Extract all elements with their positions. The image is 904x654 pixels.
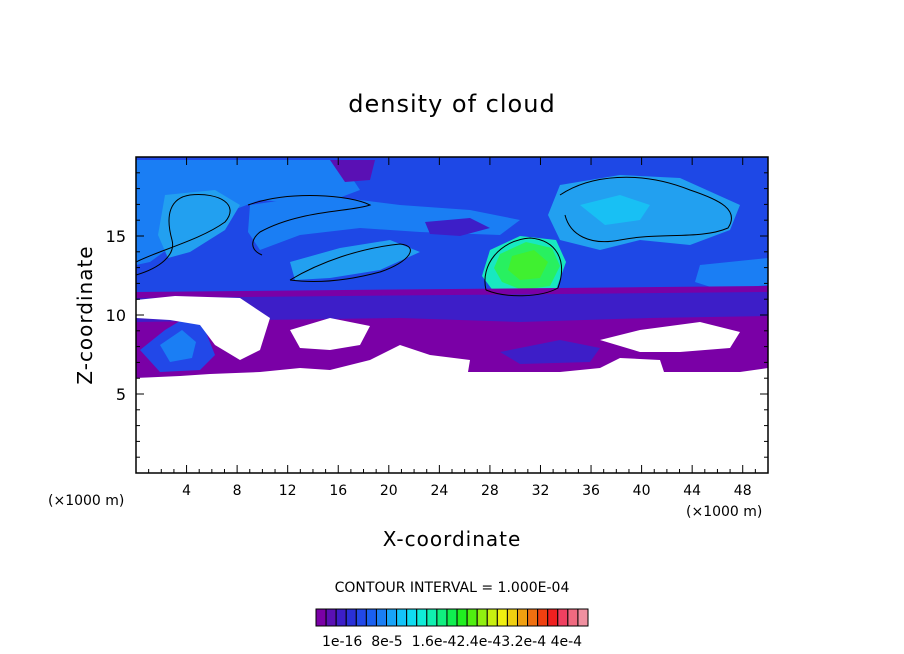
- x-tick-label: 44: [683, 483, 701, 499]
- region-right-band: [695, 258, 768, 290]
- colorbar-swatch: [416, 608, 428, 627]
- y-tick-label: 5: [116, 385, 126, 404]
- region-upper-light-band-5: [580, 195, 650, 225]
- colorbar-swatch: [476, 608, 488, 627]
- colorbar-swatch: [386, 608, 398, 627]
- x-tick-label: 4: [182, 483, 191, 499]
- y-tick-label: 10: [106, 306, 126, 325]
- x-tick-label: 24: [430, 483, 448, 499]
- x-tick-label: 40: [633, 483, 651, 499]
- x-tick-label: 16: [329, 483, 347, 499]
- colorbar-swatch: [506, 608, 518, 627]
- colorbar-swatch: [527, 608, 539, 627]
- x-unit-label-right: (×1000 m): [686, 504, 762, 520]
- colorbar-swatch: [345, 608, 357, 627]
- contour-line-left: [136, 194, 231, 276]
- x-tick-label: 8: [233, 483, 242, 499]
- region-upper-light-band-3: [248, 195, 520, 250]
- region-upper-light-band-1: [136, 160, 360, 265]
- region-dark-patch-mid: [425, 218, 490, 236]
- colorbar-swatch: [456, 608, 468, 627]
- region-left-blue-lobe-inner: [160, 330, 196, 362]
- colorbar-swatch: [446, 608, 458, 627]
- colorbar-swatch: [426, 608, 438, 627]
- y-tick-label: 15: [106, 227, 126, 246]
- colorbar-swatch: [557, 608, 569, 627]
- contour-line-right-plume: [559, 176, 732, 243]
- colorbar-swatch: [496, 608, 508, 627]
- colorbar-swatch: [406, 608, 418, 627]
- x-tick-label: 36: [582, 483, 600, 499]
- contour-lines: [136, 176, 732, 297]
- region-bottom-blue-patch: [500, 340, 600, 364]
- x-tick-label: 48: [734, 483, 752, 499]
- region-empty-pocket-2: [290, 318, 370, 350]
- colorbar-swatch: [547, 608, 559, 627]
- contour-line-mid: [289, 243, 411, 283]
- x-unit-label-left: (×1000 m): [48, 493, 124, 509]
- region-upper-light-band-2: [158, 190, 240, 258]
- colorbar-swatch: [577, 608, 589, 627]
- colorbar-swatch: [325, 608, 337, 627]
- region-dark-patch-top: [330, 160, 375, 182]
- region-lower-dark-blue: [136, 292, 768, 322]
- contour-line-core: [484, 237, 562, 297]
- colorbar-swatch: [436, 608, 448, 627]
- x-tick-label: 32: [532, 483, 550, 499]
- colorbar-labels: 1e-16 8e-5 1.6e-42.4e-43.2e-4 4e-4: [322, 634, 582, 650]
- colorbar-swatch: [355, 608, 367, 627]
- colorbar-swatch: [516, 608, 529, 627]
- colorbar-swatch: [396, 608, 408, 627]
- colorbar-swatch: [315, 608, 327, 627]
- region-core-green-inner: [508, 250, 548, 280]
- x-tick-label: 20: [380, 483, 398, 499]
- colorbar-swatch: [365, 608, 377, 627]
- contour-interval-label: CONTOUR INTERVAL = 1.000E-04: [335, 580, 570, 596]
- colorbar-swatch: [466, 608, 478, 627]
- x-tick-label: 28: [481, 483, 499, 499]
- colorbar: [315, 608, 589, 627]
- colorbar-swatch: [375, 608, 388, 627]
- region-empty-pocket-3: [600, 322, 740, 352]
- colorbar-swatch: [567, 608, 579, 627]
- y-axis: 5 10 15: [106, 172, 768, 458]
- x-axis-label: X-coordinate: [383, 527, 522, 551]
- x-tick-label: 12: [279, 483, 297, 499]
- contour-line-upper: [247, 195, 372, 256]
- colorbar-swatch: [486, 608, 498, 627]
- colorbar-swatch: [537, 608, 549, 627]
- region-empty-pocket-1: [136, 296, 270, 360]
- y-axis-label: Z-coordinate: [73, 245, 97, 384]
- contour-field: [136, 157, 768, 473]
- region-empty-below-cloud: [136, 372, 768, 473]
- x-axis: 4 8 12 16 20 24 28 32 36 40 44 48: [148, 157, 756, 499]
- region-mid-band: [290, 240, 420, 280]
- chart-title: density of cloud: [348, 90, 555, 118]
- colorbar-swatch: [335, 608, 347, 627]
